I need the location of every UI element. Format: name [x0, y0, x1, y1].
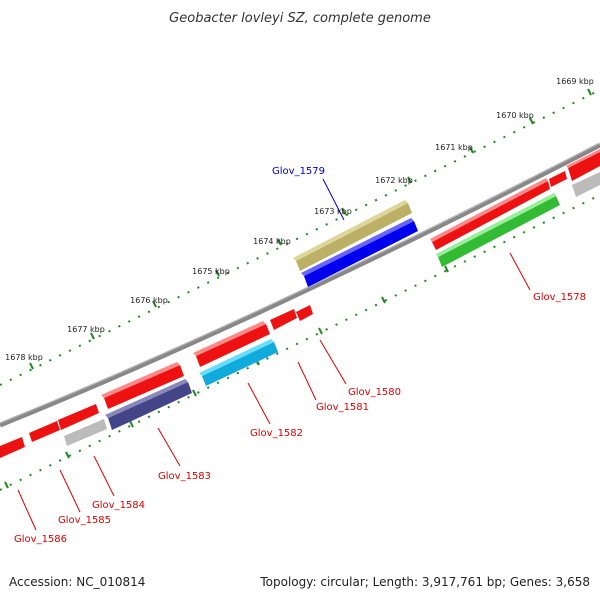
gene-label-glov-1586[interactable]: Glov_1586 [14, 534, 67, 545]
gene-feature[interactable] [430, 178, 550, 250]
map-title: Geobacter lovleyi SZ, complete genome [169, 11, 431, 26]
outer-kbp-ruler [0, 88, 600, 386]
gene-feature[interactable] [101, 362, 184, 409]
tick-label: 1669 kbp [556, 77, 594, 86]
tick-mark [215, 269, 220, 277]
gene-feature-other[interactable] [572, 172, 600, 197]
tick-label: 1672 kbp [375, 176, 413, 185]
tick-label: 1678 kbp [5, 353, 43, 362]
tick-mark [529, 117, 534, 125]
gene-feature-glov-1584[interactable] [64, 419, 107, 446]
gene-label-glov-1583[interactable]: Glov_1583 [158, 471, 211, 482]
gene-label-glov-1578[interactable]: Glov_1578 [533, 292, 586, 303]
genome-backbone [0, 142, 600, 428]
tick-label: 1671 kbp [435, 143, 473, 152]
tick-mark [152, 300, 157, 308]
gene-label-glov-1580[interactable]: Glov_1580 [348, 387, 401, 398]
leader-line [17, 489, 37, 531]
gene-feature[interactable] [566, 149, 600, 181]
gene-feature-glov-1583[interactable] [105, 379, 192, 430]
leader-line [93, 455, 115, 497]
gene-label-glov-1584[interactable]: Glov_1584 [92, 500, 145, 511]
tick-mark [407, 176, 412, 184]
tick-mark [587, 88, 592, 96]
tick-label: 1676 kbp [130, 296, 168, 305]
gene-feature-glov-1585[interactable] [58, 404, 99, 430]
gene-feature-glov-1579[interactable] [301, 218, 418, 287]
tick-label: 1670 kbp [496, 111, 534, 120]
gene-label-glov-1582[interactable]: Glov_1582 [250, 428, 303, 439]
gene-label-glov-1581[interactable]: Glov_1581 [316, 402, 369, 413]
gene-label-glov-1579[interactable]: Glov_1579 [272, 166, 325, 177]
gene-feature[interactable] [193, 321, 270, 367]
tick-mark [29, 362, 34, 370]
tick-mark [341, 207, 346, 215]
tick-label: 1674 kbp [253, 237, 291, 246]
leader-line [157, 427, 181, 467]
tick-label: 1673 kbp [314, 207, 352, 216]
leader-line [297, 361, 317, 401]
leader-line [247, 382, 271, 425]
tick-label: 1677 kbp [67, 325, 105, 334]
gene-feature-glov-1582[interactable] [199, 339, 278, 386]
inner-kbp-ruler [0, 194, 600, 491]
leader-line [59, 469, 81, 513]
tick-label: 1675 kbp [192, 267, 230, 276]
gene-label-glov-1585[interactable]: Glov_1585 [58, 515, 111, 526]
gene-feature[interactable] [549, 171, 567, 187]
leader-line [509, 252, 531, 291]
genome-backbone-highlight [0, 142, 600, 424]
leader-line [322, 178, 345, 221]
gene-feature-glov-1578[interactable] [436, 193, 560, 267]
genome-summary-text: Topology: circular; Length: 3,917,761 bp… [259, 575, 590, 589]
gene-feature-glov-1580[interactable] [296, 305, 313, 321]
gene-feature[interactable] [29, 421, 60, 442]
tick-mark [90, 332, 95, 340]
accession-text: Accession: NC_010814 [9, 575, 145, 589]
gene-feature-glov-1581[interactable] [270, 309, 297, 330]
tick-mark [469, 146, 474, 154]
gene-feature[interactable] [293, 200, 412, 271]
leader-line [319, 339, 347, 385]
gene-feature-glov-1586[interactable] [0, 437, 25, 458]
tick-mark [277, 238, 282, 246]
